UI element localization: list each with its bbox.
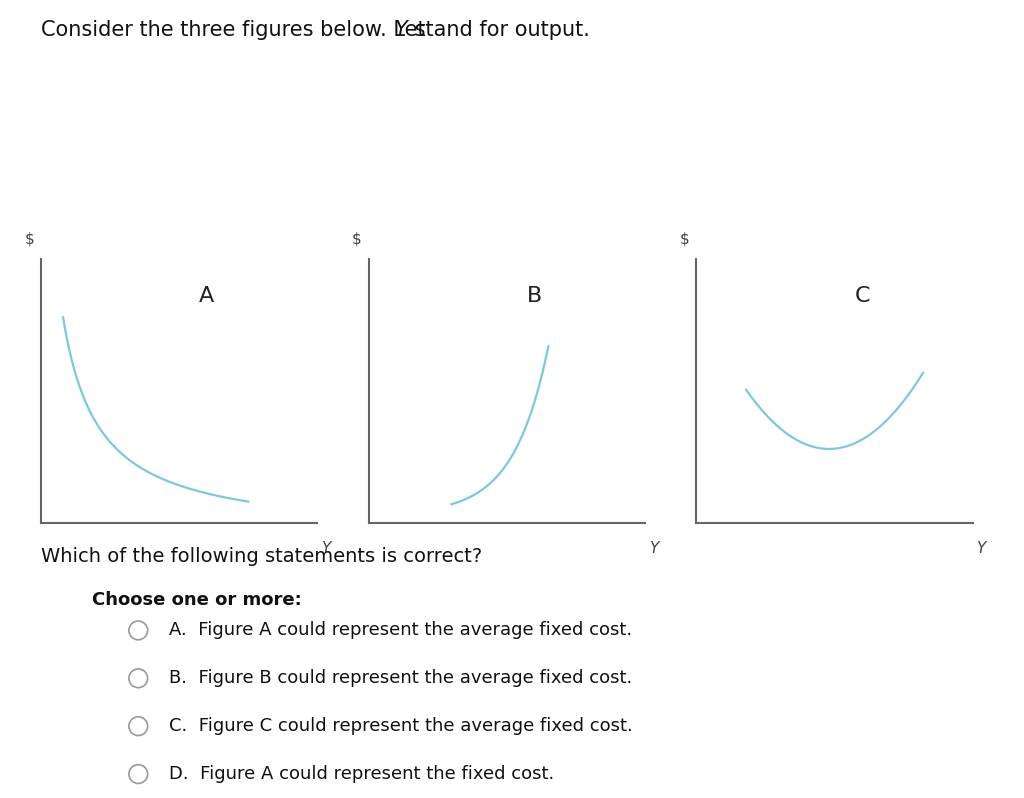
Text: $: $ (25, 231, 34, 246)
Text: Y: Y (649, 541, 658, 556)
Text: B: B (527, 286, 542, 306)
Text: $: $ (680, 231, 689, 246)
Text: Y: Y (977, 541, 986, 556)
Text: Consider the three figures below. Let: Consider the three figures below. Let (41, 20, 432, 40)
Text: C: C (854, 286, 870, 306)
Text: Choose one or more:: Choose one or more: (92, 591, 302, 609)
Text: Which of the following statements is correct?: Which of the following statements is cor… (41, 547, 482, 566)
Text: Y: Y (394, 20, 407, 40)
Text: A.  Figure A could represent the average fixed cost.: A. Figure A could represent the average … (169, 622, 632, 639)
Text: $: $ (352, 231, 361, 246)
Text: Y: Y (322, 541, 331, 556)
Text: B.  Figure B could represent the average fixed cost.: B. Figure B could represent the average … (169, 670, 632, 687)
Text: C.  Figure C could represent the average fixed cost.: C. Figure C could represent the average … (169, 717, 633, 735)
Text: stand for output.: stand for output. (408, 20, 590, 40)
Text: A: A (200, 286, 214, 306)
Text: D.  Figure A could represent the fixed cost.: D. Figure A could represent the fixed co… (169, 765, 554, 783)
